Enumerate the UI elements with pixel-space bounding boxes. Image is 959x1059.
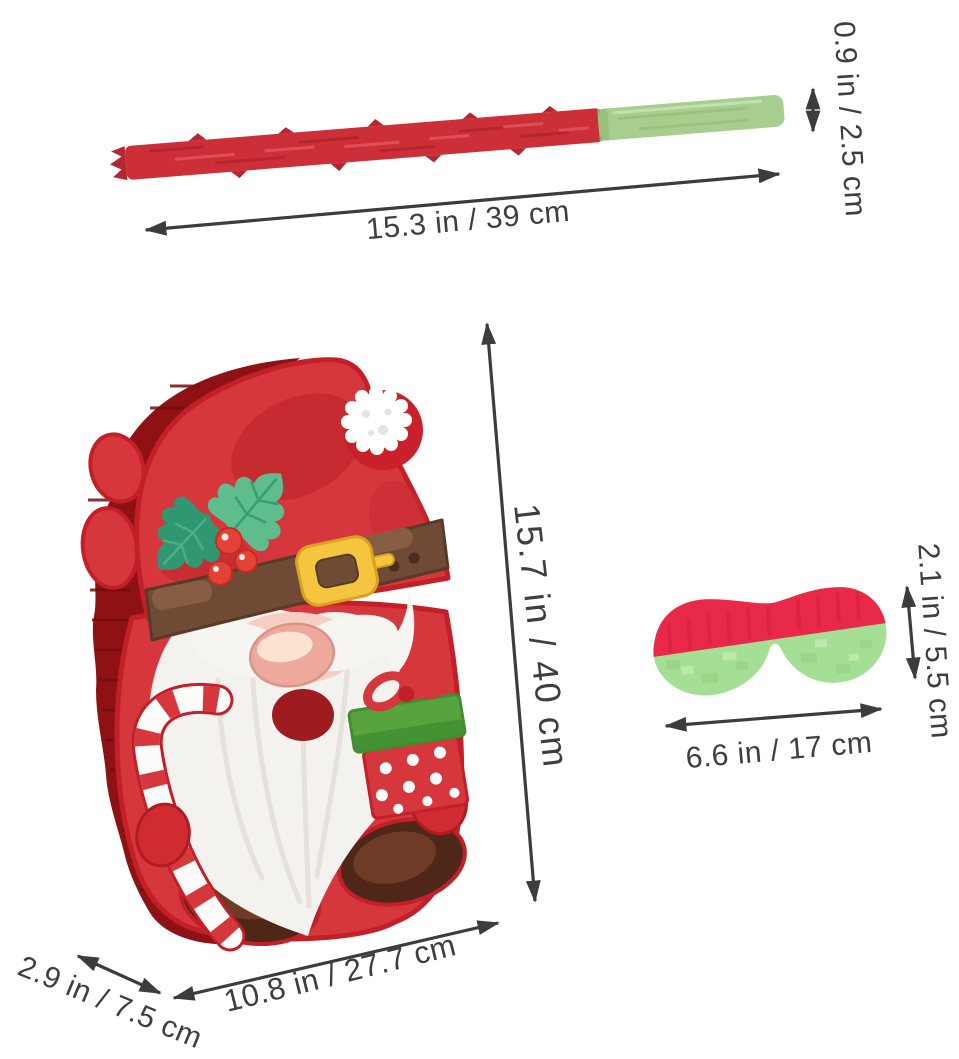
stick-frayed-end [110,146,128,181]
holly-leaf-dark [157,496,230,570]
left-mitten [135,802,191,868]
mask-height-arrow [901,585,921,680]
grip-texture-light [612,99,763,115]
stick-light-texture [174,122,589,161]
pinata-width-arrow [172,920,500,1001]
mouth [272,689,334,741]
stick-length-arrow [144,168,781,236]
belt-buckle [295,535,395,607]
mask-width-arrow [664,703,883,732]
moustache-flick [385,588,415,674]
gift-box [347,663,470,820]
hat-shading-top [231,393,363,501]
mask-red-fringe-texture [666,591,861,652]
belt-patch-left [152,580,212,610]
hat-fold-bump-top [88,432,146,504]
beard-strands [215,649,351,909]
holly-leaf-light [207,473,285,552]
stick-top-tufts [188,105,558,142]
mask-red-band [650,584,890,659]
gift-polka-dots [375,746,460,814]
pinata-depth-arrow [76,954,162,995]
stick-illustration [110,94,785,181]
gift-lid-shadow [353,719,465,753]
candy-cane-stripes [134,686,240,945]
bow-knot [398,686,415,703]
nose [248,622,336,688]
grip-texture-dark [617,106,749,131]
gnome-pinata-illustration [80,357,470,952]
bow-loop-right [400,663,449,699]
mask-green-texture-light [681,639,859,675]
pinata-height-arrow [481,322,541,903]
blindfold-illustration [650,584,890,696]
stick-dark-texture [149,126,570,165]
holly-berries [207,527,258,586]
dimension-arrows [76,87,921,1001]
mask-green-texture-dark [665,639,873,684]
belt-hole-2 [408,552,420,564]
stick-grip-edge [597,108,610,142]
right-boot [337,817,467,907]
hat-pom-pom [341,386,423,470]
